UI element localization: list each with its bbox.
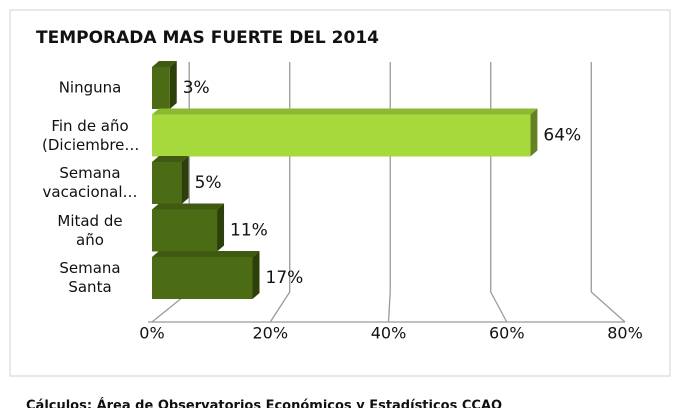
category-label: Fin de año (Diciembre… — [42, 116, 140, 154]
bar-top — [152, 203, 225, 210]
data-label: 3% — [183, 78, 210, 98]
x-tick-label: 80% — [607, 324, 643, 343]
bar-top — [152, 156, 189, 162]
chart-frame — [9, 9, 671, 377]
x-tick-label: 0% — [139, 324, 164, 343]
category-label: Semana vacacional… — [42, 164, 138, 201]
bar — [152, 257, 253, 299]
chart-title: TEMPORADA MAS FUERTE DEL 2014 — [36, 28, 379, 48]
bar — [152, 67, 170, 109]
data-label: 64% — [543, 126, 581, 146]
x-tick-label: 20% — [252, 324, 288, 343]
bar-top — [152, 61, 177, 67]
bar — [152, 209, 218, 252]
bar — [152, 114, 531, 157]
grid-line — [590, 62, 626, 323]
bar-top — [152, 108, 538, 115]
data-label: 5% — [195, 173, 222, 193]
category-label: Ninguna — [58, 78, 122, 97]
source-note: Cálculos: Área de Observatorios Económic… — [26, 398, 502, 408]
bar-side — [181, 156, 189, 204]
data-label: 17% — [266, 268, 304, 288]
category-label: Mitad de año — [57, 211, 123, 249]
bar-side — [530, 108, 538, 157]
bar-side — [252, 251, 260, 299]
x-tick-label: 60% — [489, 324, 525, 343]
data-label: 11% — [230, 221, 268, 241]
x-tick-label: 40% — [371, 324, 407, 343]
bar-top — [152, 251, 260, 257]
category-label: Semana Santa — [59, 259, 121, 296]
bar — [152, 162, 182, 204]
bar-side — [169, 61, 177, 109]
bar-side — [217, 203, 225, 252]
